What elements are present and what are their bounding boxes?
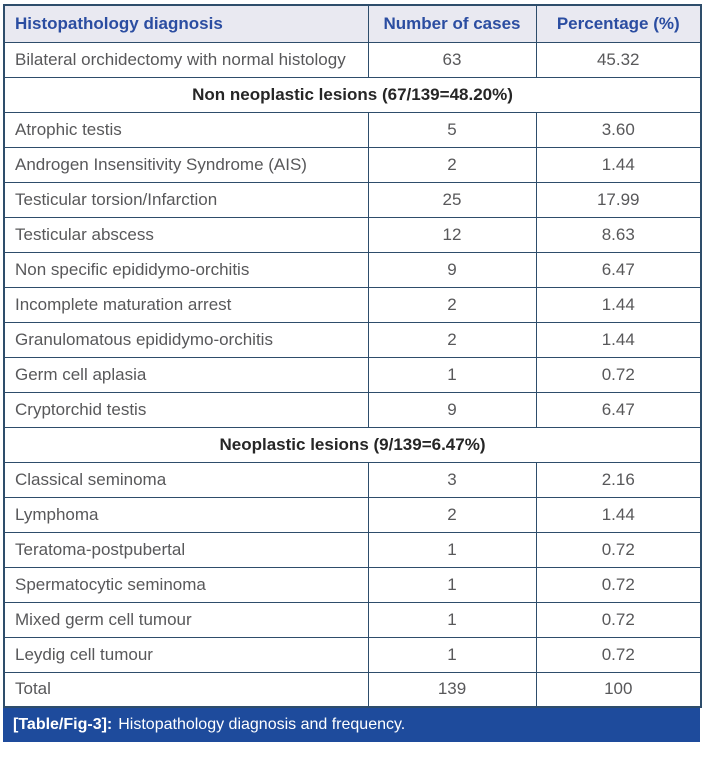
percentage-cell: 8.63 [535, 216, 702, 253]
cases-cell: 1 [367, 531, 537, 568]
cases-cell: 3 [367, 461, 537, 498]
table-row: Classical seminoma 3 2.16 [3, 461, 702, 498]
cases-cell: 9 [367, 391, 537, 428]
cases-cell: 12 [367, 216, 537, 253]
table-row: Germ cell aplasia 1 0.72 [3, 356, 702, 393]
caption-tag: [Table/Fig-3]: [13, 716, 113, 733]
table-row: Atrophic testis 5 3.60 [3, 111, 702, 148]
section-label: Neoplastic lesions (9/139=6.47%) [3, 426, 702, 463]
table-row: Testicular torsion/Infarction 25 17.99 [3, 181, 702, 218]
table-row: Bilateral orchidectomy with normal histo… [3, 41, 702, 78]
column-header-diagnosis: Histopathology diagnosis [3, 4, 369, 43]
diagnosis-cell: Mixed germ cell tumour [3, 601, 369, 638]
percentage-cell: 3.60 [535, 111, 702, 148]
table-caption: [Table/Fig-3]: Histopathology diagnosis … [3, 708, 700, 742]
diagnosis-cell: Leydig cell tumour [3, 636, 369, 673]
percentage-cell: 6.47 [535, 391, 702, 428]
table-row: Non specific epididymo-orchitis 9 6.47 [3, 251, 702, 288]
table-header-row: Histopathology diagnosis Number of cases… [3, 4, 702, 43]
diagnosis-cell: Spermatocytic seminoma [3, 566, 369, 603]
diagnosis-cell: Testicular abscess [3, 216, 369, 253]
diagnosis-cell: Incomplete maturation arrest [3, 286, 369, 323]
table-row: Androgen Insensitivity Syndrome (AIS) 2 1.… [3, 146, 702, 183]
percentage-cell: 1.44 [535, 146, 702, 183]
cases-cell: 2 [367, 286, 537, 323]
table-row: Mixed germ cell tumour 1 0.72 [3, 601, 702, 638]
table-row: Incomplete maturation arrest 2 1.44 [3, 286, 702, 323]
diagnosis-cell: Teratoma-postpubertal [3, 531, 369, 568]
diagnosis-cell: Classical seminoma [3, 461, 369, 498]
section-label: Non neoplastic lesions (67/139=48.20%) [3, 76, 702, 113]
column-header-percentage: Percentage (%) [535, 4, 702, 43]
percentage-cell: 2.16 [535, 461, 702, 498]
histopathology-table: Histopathology diagnosis Number of cases… [3, 4, 702, 708]
percentage-cell: 1.44 [535, 286, 702, 323]
cases-cell: 1 [367, 601, 537, 638]
diagnosis-cell: Testicular torsion/Infarction [3, 181, 369, 218]
section-row: Non neoplastic lesions (67/139=48.20%) [3, 76, 702, 113]
diagnosis-cell: Non specific epididymo-orchitis [3, 251, 369, 288]
column-header-cases: Number of cases [367, 4, 537, 43]
table-body: Bilateral orchidectomy with normal histo… [3, 41, 702, 708]
table-row: Teratoma-postpubertal 1 0.72 [3, 531, 702, 568]
percentage-cell: 0.72 [535, 601, 702, 638]
table-row: Lymphoma 2 1.44 [3, 496, 702, 533]
diagnosis-cell: Bilateral orchidectomy with normal histo… [3, 41, 369, 78]
percentage-cell: 100 [535, 671, 702, 708]
caption-text: Histopathology diagnosis and frequency. [118, 716, 406, 733]
cases-cell: 1 [367, 356, 537, 393]
section-row: Neoplastic lesions (9/139=6.47%) [3, 426, 702, 463]
cases-cell: 1 [367, 566, 537, 603]
cases-cell: 1 [367, 636, 537, 673]
diagnosis-cell: Total [3, 671, 369, 708]
diagnosis-cell: Lymphoma [3, 496, 369, 533]
percentage-cell: 17.99 [535, 181, 702, 218]
cases-cell: 2 [367, 146, 537, 183]
percentage-cell: 1.44 [535, 496, 702, 533]
cases-cell: 2 [367, 496, 537, 533]
table-row: Spermatocytic seminoma 1 0.72 [3, 566, 702, 603]
cases-cell: 2 [367, 321, 537, 358]
percentage-cell: 0.72 [535, 636, 702, 673]
diagnosis-cell: Germ cell aplasia [3, 356, 369, 393]
cases-cell: 25 [367, 181, 537, 218]
table-row: Leydig cell tumour 1 0.72 [3, 636, 702, 673]
percentage-cell: 0.72 [535, 531, 702, 568]
table-row: Testicular abscess 12 8.63 [3, 216, 702, 253]
diagnosis-cell: Cryptorchid testis [3, 391, 369, 428]
cases-cell: 139 [367, 671, 537, 708]
percentage-cell: 6.47 [535, 251, 702, 288]
diagnosis-cell: Granulomatous epididymo-orchitis [3, 321, 369, 358]
percentage-cell: 45.32 [535, 41, 702, 78]
diagnosis-cell: Atrophic testis [3, 111, 369, 148]
table-row: Granulomatous epididymo-orchitis 2 1.44 [3, 321, 702, 358]
percentage-cell: 0.72 [535, 566, 702, 603]
cases-cell: 9 [367, 251, 537, 288]
table-row: Cryptorchid testis 9 6.47 [3, 391, 702, 428]
cases-cell: 5 [367, 111, 537, 148]
percentage-cell: 1.44 [535, 321, 702, 358]
diagnosis-cell: Androgen Insensitivity Syndrome (AIS) [3, 146, 369, 183]
cases-cell: 63 [367, 41, 537, 78]
percentage-cell: 0.72 [535, 356, 702, 393]
table-row: Total 139 100 [3, 671, 702, 708]
